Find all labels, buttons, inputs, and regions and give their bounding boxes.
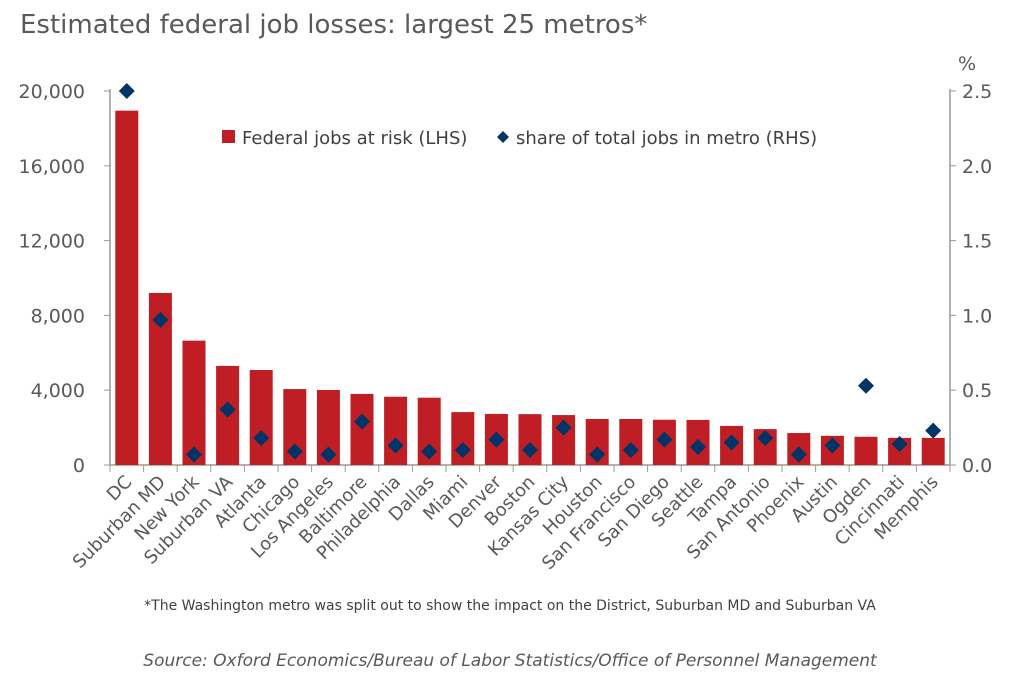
bar-los-angeles [316,390,340,465]
legend-diamond-icon [497,131,509,143]
source-note: Source: Oxford Economics/Bureau of Labor… [143,651,878,671]
share-point-atlanta [253,430,270,447]
share-point-austin [824,437,841,454]
bar-atlanta [249,370,273,465]
right-tick-label: 0.0 [962,455,992,477]
bar-san-francisco [619,418,643,465]
bar-philadelphia [384,396,408,465]
legend-bar-label: Federal jobs at risk (LHS) [242,128,467,149]
share-point-chicago [286,443,303,460]
share-point-san-francisco [622,442,639,459]
share-point-kansas-city [555,419,572,436]
share-point-ogden [858,377,874,394]
share-point-san-diego [656,431,673,448]
share-point-seattle [690,439,706,456]
share-point-miami [454,442,471,459]
left-tick-label: 4,000 [31,380,85,402]
share-point-philadelphia [387,437,404,454]
share-point-new-york [186,446,202,463]
left-tick-label: 16,000 [19,156,85,178]
left-tick-label: 8,000 [31,305,85,327]
share-point-dc [118,83,135,99]
share-point-san-antonio [757,430,774,447]
left-tick-label: 12,000 [19,231,85,253]
share-point-los-angeles [320,446,337,463]
share-point-suburban-va [219,401,236,418]
legend-bar-swatch [222,130,235,143]
share-point-dallas [421,443,438,460]
bar-ogden [854,436,878,465]
left-tick-label: 20,000 [19,81,85,103]
bar-dc [115,110,139,465]
right-tick-label: 1.0 [962,305,992,327]
legend-share-label: share of total jobs in metro (RHS) [516,128,817,149]
right-tick-label: 2.0 [962,156,992,178]
right-axis-label: % [958,53,976,75]
share-point-cincinnati [891,436,908,453]
bar-chicago [283,389,307,465]
share-point-tampa [723,434,740,451]
right-tick-label: 1.5 [962,231,992,253]
share-point-denver [488,431,505,448]
share-point-houston [589,446,606,463]
share-point-boston [522,442,538,459]
share-point-baltimore [354,413,370,430]
share-point-memphis [925,422,942,439]
bar-dallas [417,397,441,465]
share-point-phoenix [790,446,807,463]
footnote: *The Washington metro was split out to s… [144,598,876,614]
chart-title: Estimated federal job losses: largest 25… [20,10,648,40]
bar-suburban-md [148,292,172,465]
bar-memphis [921,437,945,465]
left-tick-label: 0 [73,455,85,477]
right-tick-label: 2.5 [962,81,992,103]
bar-new-york [182,340,206,465]
right-tick-label: 0.5 [962,380,992,402]
share-point-suburban-md [152,311,169,328]
